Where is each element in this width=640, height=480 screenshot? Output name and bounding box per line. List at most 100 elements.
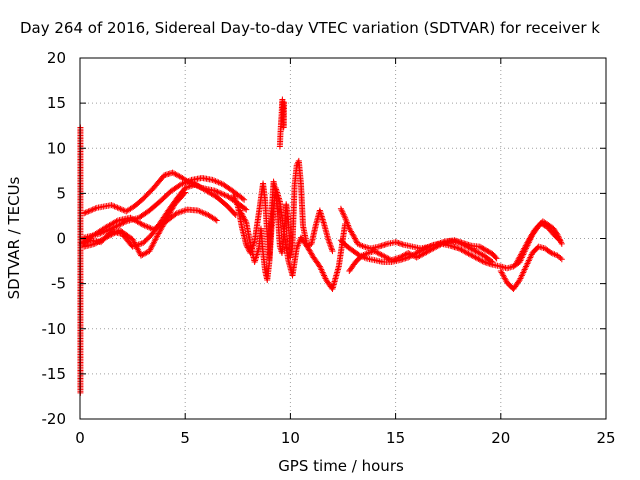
data-point [541,222,548,229]
data-point [108,231,115,238]
data-point [327,242,334,249]
data-point [215,189,222,196]
chart-title: Day 264 of 2016, Sidereal Day-to-day VTE… [20,19,600,37]
y-tick-label: 20 [47,49,66,67]
data-point [243,206,250,213]
x-tick-label: 15 [386,429,405,447]
data-point [213,188,220,195]
data-point [326,239,333,246]
data-point [114,222,121,229]
data-point [328,246,335,253]
data-point [214,188,221,195]
y-tick-label: 5 [56,184,66,202]
data-point [242,217,249,224]
y-tick-label: -10 [42,320,67,338]
data-point [117,205,124,212]
data-point [113,223,120,230]
x-tick-label: 0 [75,429,85,447]
y-tick-label: 0 [56,230,66,248]
data-point [86,207,93,214]
data-point [492,254,499,261]
series-track-k [497,243,565,293]
series-track-j [346,238,496,274]
data-point [105,232,112,239]
data-point [480,245,487,252]
data-point [119,220,126,227]
data-point [181,190,188,197]
data-point [351,234,358,241]
data-point [483,247,490,254]
data-point [243,241,250,248]
data-point [479,258,486,265]
x-tick-label: 25 [596,429,615,447]
data-point [218,190,225,197]
data-point [540,221,547,228]
x-tick-label: 5 [180,429,190,447]
data-point [115,205,122,212]
data-point [239,195,246,202]
data-point [479,245,486,252]
data-point [486,249,493,256]
data-point [325,237,332,244]
data-point [242,205,249,212]
x-axis-label: GPS time / hours [278,457,404,475]
data-point [220,191,227,198]
data-point [111,230,118,237]
data-point [489,258,496,265]
data-point [81,210,88,217]
data-point [484,247,491,254]
data-point [243,243,250,250]
data-point [488,258,495,265]
data-point [217,190,224,197]
data-point [91,206,98,213]
y-tick-label: -20 [42,410,67,428]
data-point [537,220,544,227]
data-point [112,229,119,236]
data-point [83,239,90,246]
data-point [108,202,115,209]
data-point [113,218,120,225]
data-point [84,209,91,216]
data-point [558,240,565,247]
data-point [327,243,334,250]
data-point [241,196,248,203]
y-tick-label: 10 [47,139,66,157]
series-track-e [81,189,189,259]
axis-ticks [79,57,607,420]
data-point [485,248,492,255]
data-point [89,206,96,213]
data-point [82,209,89,216]
data-point [212,216,219,223]
data-point [328,245,335,252]
data-point [104,233,111,240]
data-point [107,232,114,239]
data-points [77,96,565,396]
data-point [138,221,145,228]
data-point [556,237,563,244]
data-point [557,255,564,262]
series-track-l [497,218,565,272]
data-point [92,205,99,212]
data-point [352,236,359,243]
data-point [558,256,565,263]
data-point [85,208,92,215]
series-track-a [81,169,250,217]
x-tick-label: 10 [281,429,300,447]
tick-labels: 0 5 10 15 20 25 -20 -15 -10 -5 0 5 10 15 20 [42,49,616,447]
y-axis-label: SDTVAR / TECUs [5,176,23,299]
data-point [325,236,332,243]
y-tick-label: -5 [51,275,66,293]
series-spike [276,96,288,150]
data-point [555,236,562,243]
data-point [326,240,333,247]
data-point [110,202,117,209]
data-point [179,208,186,215]
data-point [281,99,288,106]
data-point [118,206,125,213]
data-point [351,235,358,242]
data-point [350,232,357,239]
data-point [213,217,220,224]
data-point [88,207,95,214]
data-point [437,241,444,248]
data-point [476,243,483,250]
